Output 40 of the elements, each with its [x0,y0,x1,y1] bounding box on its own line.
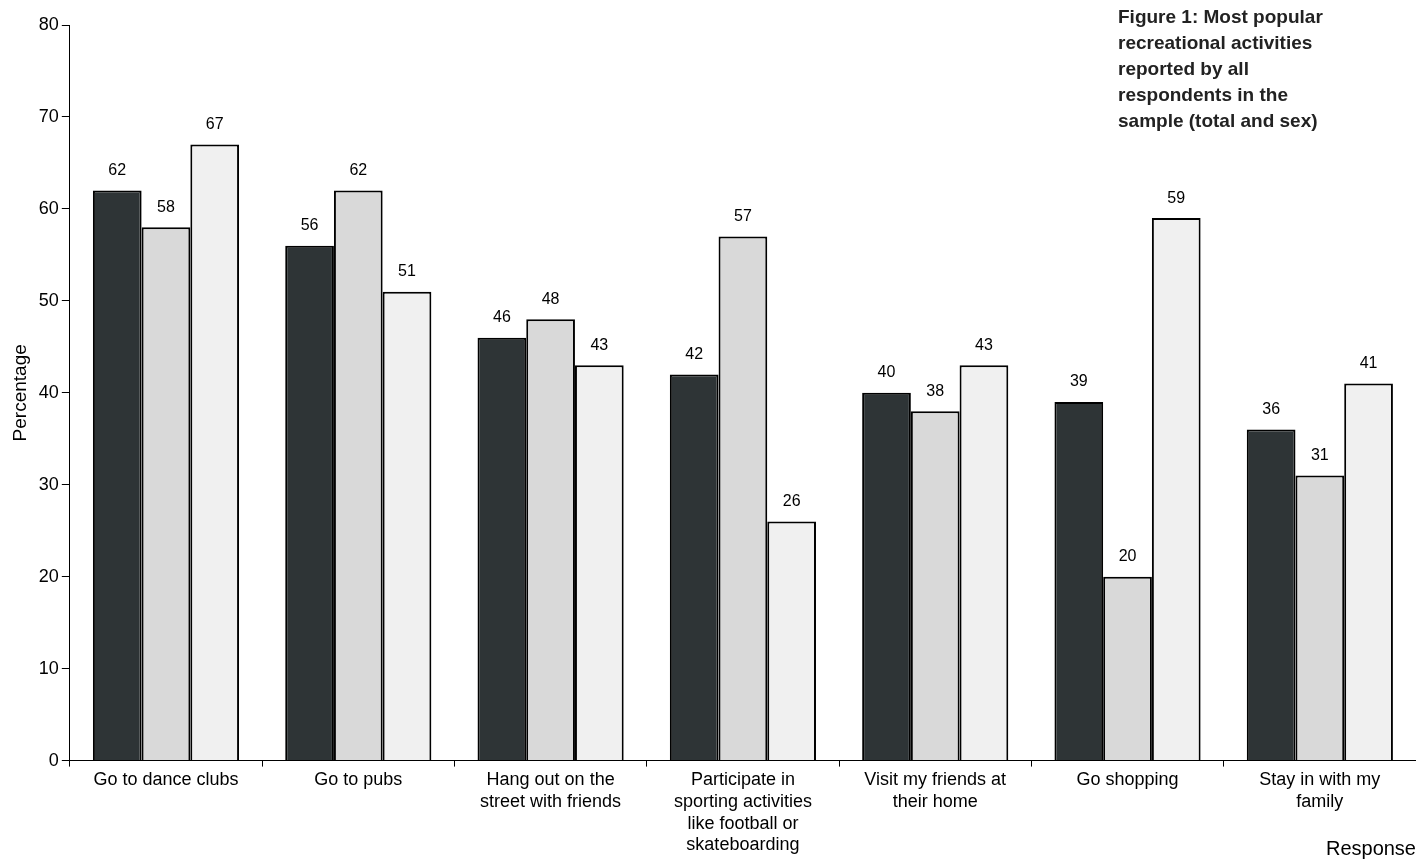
data-label: 36 [1262,399,1281,417]
data-label: 39 [1069,372,1088,390]
data-label: 42 [685,344,704,362]
data-label: 59 [1167,188,1186,206]
y-tick-label: 30 [38,473,59,494]
y-tick-label: 0 [48,749,59,770]
data-label: 46 [492,308,511,326]
data-label: 41 [1359,354,1378,372]
data-label: 62 [108,160,127,178]
data-label: 40 [877,363,896,381]
data-label: 58 [157,197,175,215]
x-tick-label: Participate in sporting activities like football or skateboarding [673,769,812,855]
data-label: 56 [300,216,319,234]
y-axis-title: Percentage [8,344,30,442]
data-label: 57 [734,206,752,224]
data-label: 31 [1310,445,1329,463]
y-tick-label: 60 [38,197,59,218]
x-tick-label: Stay in with my family [1259,769,1381,811]
x-tick-label: Go shopping [1076,769,1179,790]
data-label: 26 [782,491,801,509]
y-tick-label: 70 [38,105,59,126]
data-label: 20 [1118,547,1137,565]
data-label: 43 [590,335,609,353]
y-tick-label: 10 [38,657,59,678]
y-tick-label: 80 [38,13,59,34]
x-tick-label: Go to dance clubs [93,769,239,790]
x-tick-label: Visit my friends at their home [864,769,1007,811]
x-tick-label: Hang out on the street with friends [480,769,622,811]
y-tick-label: 20 [38,565,59,586]
x-tick-label: Go to pubs [314,769,403,790]
text: Figure 1: Most popular recreational activities reported by all respondents in the sample (total and sex) [1118,5,1324,133]
data-label: 51 [398,262,417,280]
y-tick-label: 40 [38,381,59,402]
data-label: 48 [541,289,560,307]
data-label: 38 [926,381,945,399]
y-tick-label: 50 [38,289,59,310]
data-label: 43 [975,335,993,353]
data-label: 67 [205,114,224,132]
data-label: 62 [349,160,368,178]
x-axis-title: Response [1325,836,1416,859]
